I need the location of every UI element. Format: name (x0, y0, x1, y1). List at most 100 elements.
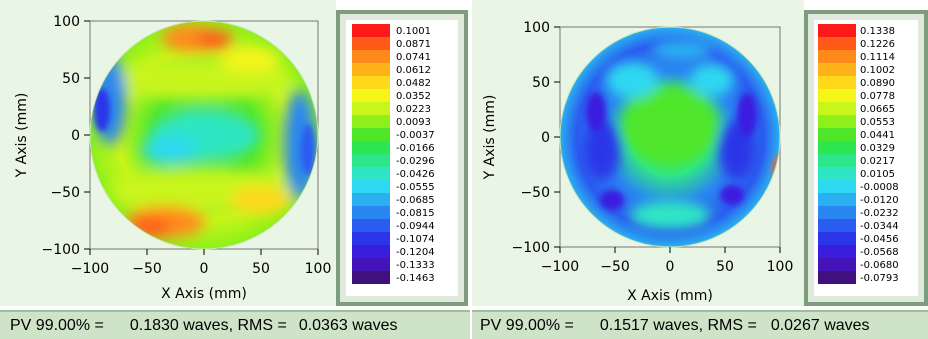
legend-swatch (818, 154, 856, 167)
left-x-tick-label: −100 (71, 261, 109, 277)
left-map-panel: 100 50 0 −50 −100 −100 −50 0 50 100 X Ax… (0, 0, 470, 339)
right-y-axis-title: Y Axis (mm) (482, 95, 498, 181)
left-y-tick-label: 100 (53, 14, 80, 30)
legend-swatch (818, 37, 856, 50)
right-y-tick-label: −100 (512, 240, 550, 256)
legend-swatch (818, 76, 856, 89)
legend-swatch (352, 206, 390, 219)
left-x-tick-label: 100 (305, 261, 332, 277)
legend-swatch (352, 258, 390, 271)
left-x-ticks (89, 249, 319, 255)
left-pv-label: PV 99.00% = (10, 316, 104, 334)
legend-value-label: -0.0232 (860, 208, 899, 219)
legend-swatch (352, 245, 390, 258)
legend-swatch (352, 232, 390, 245)
right-plot-area: 100 50 0 −50 −100 −100 −50 0 50 100 X Ax… (472, 0, 804, 306)
legend-value-label: -0.1074 (396, 234, 435, 245)
legend-value-label: -0.0037 (396, 130, 435, 141)
legend-swatch (818, 206, 856, 219)
right-surface-map (560, 27, 780, 247)
legend-swatch (818, 167, 856, 180)
legend-value-label: 0.0105 (860, 169, 895, 180)
right-y-ticks (554, 26, 560, 248)
legend-value-label: -0.0120 (860, 195, 899, 206)
left-pv-value: 0.1830 waves, RMS = (129, 316, 287, 334)
left-legend-svg: 0.1001 0.0871 0.0741 0.0612 0.0482 0.0352 0.02… (352, 24, 435, 284)
legend-swatch (818, 115, 856, 128)
legend-value-label: 0.0093 (396, 117, 431, 128)
legend-value-label: -0.0568 (860, 247, 899, 258)
left-status-bar: PV 99.00% = 0.1830 waves, RMS = 0.0363 w… (0, 310, 470, 339)
right-y-tick-label: −50 (520, 185, 550, 201)
right-x-tick-label: −100 (541, 259, 579, 275)
legend-value-label: -0.0685 (396, 195, 435, 206)
legend-value-label: 0.0217 (860, 156, 895, 167)
legend-value-label: -0.1463 (396, 273, 435, 284)
legend-swatch (352, 141, 390, 154)
left-surface-map (90, 21, 318, 249)
legend-value-label: -0.1333 (396, 260, 435, 271)
legend-value-label: -0.0296 (396, 156, 435, 167)
legend-value-label: 0.0890 (860, 78, 895, 89)
right-y-tick-label: 50 (532, 75, 550, 91)
right-map-panel: 100 50 0 −50 −100 −100 −50 0 50 100 X Ax… (472, 0, 928, 339)
left-x-axis-title: X Axis (mm) (161, 286, 247, 302)
left-plot-svg: 100 50 0 −50 −100 −100 −50 0 50 100 X Ax… (14, 14, 332, 302)
legend-swatch (818, 180, 856, 193)
left-y-axis-title: Y Axis (mm) (14, 93, 30, 179)
left-x-tick-label: 0 (200, 261, 209, 277)
legend-swatch (818, 128, 856, 141)
legend-swatch (818, 258, 856, 271)
legend-swatch (352, 89, 390, 102)
legend-swatch (818, 102, 856, 115)
legend-swatch (352, 115, 390, 128)
legend-value-label: 0.0778 (860, 91, 895, 102)
legend-value-label: 0.1114 (860, 52, 895, 63)
right-x-ticks (559, 247, 781, 253)
left-y-tick-label: −50 (50, 185, 80, 201)
right-x-tick-label: 0 (666, 259, 675, 275)
legend-value-label: -0.0680 (860, 260, 899, 271)
legend-value-label: 0.1002 (860, 65, 895, 76)
legend-swatch (818, 63, 856, 76)
left-plot-area: 100 50 0 −50 −100 −100 −50 0 50 100 X Ax… (0, 0, 336, 306)
legend-swatch (818, 89, 856, 102)
legend-swatch (352, 128, 390, 141)
left-x-tick-label: 50 (252, 261, 270, 277)
legend-value-label: 0.0352 (396, 91, 431, 102)
legend-swatch (818, 193, 856, 206)
right-legend-svg: 0.1338 0.1226 0.1114 0.1002 0.0890 0.0778 0.06… (818, 24, 899, 284)
legend-swatch (818, 219, 856, 232)
legend-swatch (818, 24, 856, 37)
left-y-tick-label: 0 (71, 128, 80, 144)
right-x-tick-label: 50 (716, 259, 734, 275)
legend-swatch (352, 37, 390, 50)
right-x-tick-label: 100 (767, 259, 794, 275)
right-color-legend: 0.1338 0.1226 0.1114 0.1002 0.0890 0.0778 0.06… (804, 10, 928, 306)
right-rms-value: 0.0267 waves (770, 316, 870, 334)
legend-value-label: -0.0008 (860, 182, 899, 193)
right-status-bar: PV 99.00% = 0.1517 waves, RMS = 0.0267 w… (472, 310, 928, 339)
right-y-tick-label: 100 (523, 20, 550, 36)
legend-value-label: -0.0456 (860, 234, 899, 245)
legend-swatch (352, 50, 390, 63)
legend-swatch (352, 271, 390, 284)
legend-value-label: -0.0426 (396, 169, 435, 180)
legend-swatch (818, 232, 856, 245)
legend-value-label: 0.0553 (860, 117, 895, 128)
legend-value-label: -0.0344 (860, 221, 899, 232)
right-pv-value: 0.1517 waves, RMS = (599, 316, 757, 334)
legend-swatch (352, 24, 390, 37)
legend-swatch (352, 193, 390, 206)
legend-swatch (818, 245, 856, 258)
legend-value-label: 0.0665 (860, 104, 895, 115)
legend-swatch (352, 167, 390, 180)
legend-swatch (352, 219, 390, 232)
legend-swatch (818, 271, 856, 284)
right-pv-label: PV 99.00% = (480, 316, 574, 334)
legend-value-label: 0.0223 (396, 104, 431, 115)
legend-swatch (818, 141, 856, 154)
legend-value-label: -0.0555 (396, 182, 435, 193)
left-rms-value: 0.0363 waves (298, 316, 398, 334)
legend-value-label: 0.0482 (396, 78, 431, 89)
